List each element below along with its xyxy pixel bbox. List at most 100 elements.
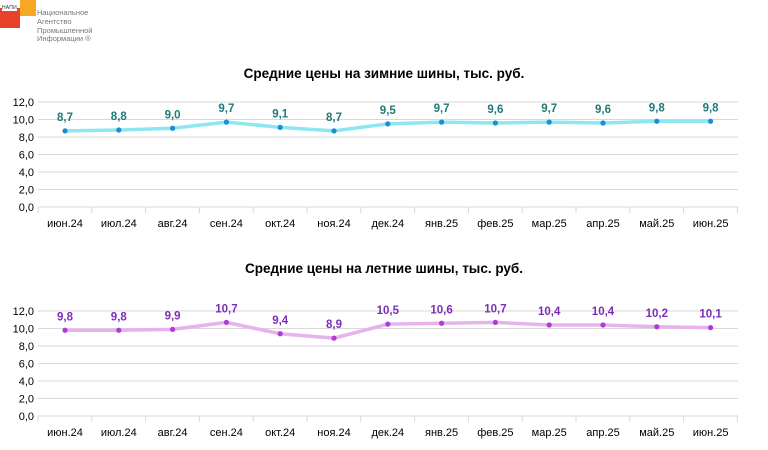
summer-x-tick-label: апр.25 xyxy=(586,427,619,439)
winter-data-label: 9,6 xyxy=(487,104,503,116)
summer-x-tick-label: май.25 xyxy=(639,427,674,439)
summer-data-point xyxy=(439,320,445,326)
winter-data-label: 9,8 xyxy=(649,102,666,114)
summer-y-tick-label: 6,0 xyxy=(19,359,34,371)
winter-data-point xyxy=(600,120,606,126)
summer-x-tick-label: ноя.24 xyxy=(317,427,350,439)
winter-x-tick-label: мар.25 xyxy=(532,218,567,230)
winter-data-label: 9,1 xyxy=(272,108,289,120)
summer-data-label: 10,4 xyxy=(538,306,561,318)
logo-orange-square xyxy=(20,0,36,16)
summer-data-label: 9,4 xyxy=(272,315,289,327)
summer-x-tick-label: дек.24 xyxy=(371,427,404,439)
winter-y-tick-label: 4,0 xyxy=(19,167,34,179)
winter-data-point xyxy=(170,125,176,131)
summer-data-point xyxy=(385,321,391,327)
summer-x-tick-label: июн.25 xyxy=(693,427,729,439)
winter-x-tick-label: авг.24 xyxy=(158,218,188,230)
winter-x-tick-label: май.25 xyxy=(639,218,674,230)
winter-data-label: 9,8 xyxy=(703,102,720,114)
winter-y-tick-label: 6,0 xyxy=(19,150,34,162)
winter-data-point xyxy=(492,120,498,126)
winter-data-point xyxy=(385,121,391,127)
summer-data-point xyxy=(654,324,660,330)
winter-data-point xyxy=(439,119,445,125)
chart-title-summer: Средние цены на летние шины, тыс. руб. xyxy=(244,261,524,276)
winter-data-label: 8,7 xyxy=(326,112,342,124)
summer-x-tick-label: июн.24 xyxy=(47,427,83,439)
summer-data-label: 10,5 xyxy=(377,305,400,317)
summer-data-label: 10,6 xyxy=(430,304,452,316)
winter-y-tick-label: 0,0 xyxy=(19,202,34,214)
winter-x-tick-label: июн.25 xyxy=(693,218,729,230)
summer-x-tick-label: фев.25 xyxy=(477,427,513,439)
summer-x-tick-label: янв.25 xyxy=(425,427,458,439)
winter-data-label: 9,5 xyxy=(380,105,397,117)
summer-x-tick-label: авг.24 xyxy=(158,427,188,439)
summer-data-point xyxy=(62,327,68,333)
summer-data-label: 9,8 xyxy=(57,311,74,323)
summer-y-tick-label: 10,0 xyxy=(13,324,34,336)
winter-x-tick-label: фев.25 xyxy=(477,218,513,230)
winter-data-label: 9,7 xyxy=(541,103,557,115)
summer-x-tick-label: июл.24 xyxy=(101,427,137,439)
summer-y-tick-label: 2,0 xyxy=(19,394,34,406)
logo: НАПИ Национальное Агентство Промышленной… xyxy=(0,0,110,52)
summer-data-label: 10,7 xyxy=(215,303,237,315)
winter-x-tick-label: окт.24 xyxy=(265,218,295,230)
summer-data-point xyxy=(331,335,337,341)
winter-data-point xyxy=(223,119,229,125)
summer-data-label: 10,1 xyxy=(699,309,722,321)
winter-data-point xyxy=(331,128,337,134)
winter-x-tick-label: дек.24 xyxy=(371,218,404,230)
summer-data-label: 8,9 xyxy=(326,319,342,331)
summer-data-point xyxy=(708,325,714,331)
summer-y-tick-label: 0,0 xyxy=(19,411,34,423)
winter-data-point xyxy=(116,127,122,133)
logo-red-square xyxy=(0,8,20,28)
winter-y-tick-label: 10,0 xyxy=(13,115,34,127)
summer-y-tick-label: 4,0 xyxy=(19,376,34,388)
summer-data-point xyxy=(277,331,283,337)
winter-data-point xyxy=(62,128,68,134)
winter-data-label: 9,0 xyxy=(165,109,181,121)
summer-x-tick-label: сен.24 xyxy=(210,427,243,439)
summer-data-point xyxy=(492,319,498,325)
winter-data-point xyxy=(546,119,552,125)
winter-x-tick-label: апр.25 xyxy=(586,218,619,230)
summer-data-point xyxy=(600,322,606,328)
summer-x-tick-label: окт.24 xyxy=(265,427,295,439)
summer-data-point xyxy=(546,322,552,328)
winter-x-tick-label: июн.24 xyxy=(47,218,83,230)
chart-title-winter: Средние цены на зимние шины, тыс. руб. xyxy=(243,66,525,81)
summer-x-tick-label: мар.25 xyxy=(532,427,567,439)
winter-data-label: 8,7 xyxy=(57,112,73,124)
summer-data-label: 9,9 xyxy=(165,310,181,322)
winter-x-tick-label: июл.24 xyxy=(101,218,137,230)
winter-data-point xyxy=(654,118,660,124)
logo-abbr: НАПИ xyxy=(2,5,17,11)
winter-data-label: 9,7 xyxy=(218,103,234,115)
summer-data-label: 10,7 xyxy=(484,303,506,315)
winter-data-label: 9,7 xyxy=(434,103,450,115)
summer-data-point xyxy=(116,327,122,333)
summer-data-label: 10,4 xyxy=(592,306,615,318)
winter-y-tick-label: 12,0 xyxy=(13,97,34,109)
winter-x-tick-label: ноя.24 xyxy=(317,218,350,230)
winter-x-tick-label: сен.24 xyxy=(210,218,243,230)
winter-data-point xyxy=(277,124,283,130)
summer-data-label: 10,2 xyxy=(646,308,668,320)
summer-data-label: 9,8 xyxy=(111,311,128,323)
summer-y-tick-label: 8,0 xyxy=(19,341,34,353)
winter-data-label: 8,8 xyxy=(111,111,128,123)
summer-y-tick-label: 12,0 xyxy=(13,306,34,318)
summer-data-point xyxy=(170,326,176,332)
summer-data-point xyxy=(223,319,229,325)
winter-data-point xyxy=(708,118,714,124)
winter-y-tick-label: 2,0 xyxy=(19,185,34,197)
winter-x-tick-label: янв.25 xyxy=(425,218,458,230)
winter-y-tick-label: 8,0 xyxy=(19,132,34,144)
logo-name: Национальное Агентство Промышленной Инфо… xyxy=(37,9,93,44)
